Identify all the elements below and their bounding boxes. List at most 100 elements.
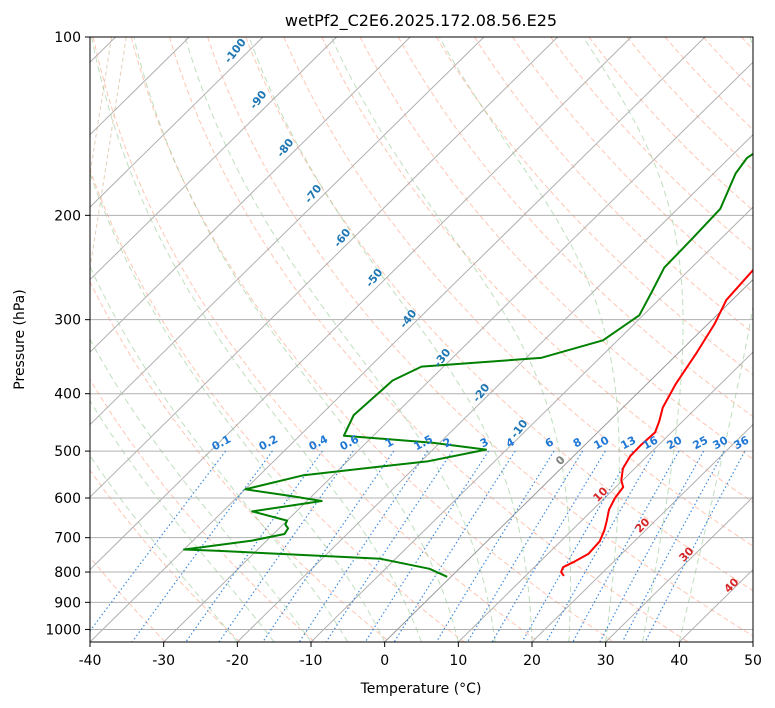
mixing-ratio-line: [572, 450, 680, 642]
y-tick-label: 900: [54, 595, 81, 611]
temperature-line: [560, 268, 753, 577]
dry-adiabat-line: [512, 37, 753, 293]
isotherm-line: [90, 37, 632, 571]
plot-frame: [89, 36, 754, 643]
moist-adiabat-line: [90, 399, 275, 642]
mixing-ratio-line: [131, 450, 273, 642]
mixing-ratio-line: [90, 450, 227, 633]
mixing-ratio-label: 1.5: [412, 433, 435, 454]
moist-adiabat-line: [248, 37, 533, 642]
mixing-ratio-line: [644, 450, 746, 642]
dry-adiabat-line: [168, 37, 689, 642]
isotherm-line: [163, 61, 753, 642]
mixing-ratio-line: [298, 450, 429, 642]
isotherm-line: [752, 641, 753, 642]
y-tick-label: 500: [54, 444, 81, 460]
mixing-ratio-label: 13: [619, 434, 639, 453]
x-tick-label: -40: [79, 653, 102, 669]
mixing-ratio-label: 1: [383, 435, 396, 450]
mixing-ratio-label: 20: [665, 433, 685, 452]
isotherm-line: [310, 206, 753, 642]
profile-lines: [183, 152, 753, 578]
x-axis-ticks: -40 -30 -20 -10 0 10 20 30 40 50: [79, 642, 762, 669]
mixing-ratio-label: 6: [543, 435, 556, 450]
x-tick-label: 50: [744, 653, 762, 669]
mixing-ratio-line: [218, 450, 354, 642]
isotherm-line: [384, 278, 753, 642]
y-tick-label: 300: [54, 313, 81, 329]
dry-adiabat-label: -40: [397, 307, 420, 331]
dry-adiabat-line: [92, 37, 540, 642]
y-axis-label: Pressure (hPa): [12, 289, 28, 389]
dewpoint-line: [183, 152, 753, 578]
x-tick-label: -10: [300, 653, 323, 669]
isotherm-line: [531, 423, 753, 642]
tan-curve-line: [90, 37, 113, 178]
dry-adiabat-line: [245, 37, 753, 592]
moist-adiabat-line: [330, 37, 571, 642]
isotherm-line: [236, 133, 753, 642]
dry-adiabat-line: [207, 37, 753, 637]
mixing-ratio-label: 16: [641, 433, 661, 452]
moist-adiabat-label: 20: [633, 515, 653, 535]
dry-adiabat-line: [90, 378, 316, 642]
mixing-ratio-line: [491, 450, 606, 642]
mixing-ratio-line: [185, 450, 323, 642]
dry-adiabat-line: [90, 469, 241, 642]
isotherm-line: [90, 37, 558, 498]
y-tick-label: 1000: [45, 622, 81, 638]
dry-adiabat-label: -20: [470, 381, 493, 405]
x-tick-label: -20: [226, 653, 249, 669]
moist-adiabat-label: 40: [722, 575, 742, 595]
dry-adiabat-line: [435, 37, 753, 376]
y-tick-label: 400: [54, 387, 81, 403]
moist-adiabat-label: 10: [591, 484, 611, 504]
y-tick-label: 200: [54, 208, 81, 224]
moist-adiabat-line: [184, 37, 496, 642]
moist-adiabat-line: [90, 454, 238, 642]
x-tick-label: 40: [670, 653, 688, 669]
mixing-ratio-line: [599, 450, 705, 642]
dry-adiabat-line: [321, 37, 753, 503]
x-tick-label: 30: [597, 653, 615, 669]
moist-adiabat-line: [90, 265, 349, 642]
isotherm-line: [90, 37, 190, 136]
mixing-ratio-line: [364, 450, 490, 642]
tan-curve-line: [90, 37, 127, 271]
mixing-ratio-label: 25: [691, 434, 711, 453]
mixing-ratio-label: 2: [441, 435, 454, 450]
moist-adiabat-line: [678, 37, 753, 642]
dry-adiabat-line: [359, 37, 753, 460]
y-axis-ticks: 100 200 300 400 500 600 700 800 900 1000: [45, 30, 90, 638]
mixing-ratio-label: 0.6: [338, 432, 362, 453]
isotherm-line: [90, 37, 337, 281]
chart-title: wetPf2_C2E6.2025.172.08.56.E25: [285, 11, 557, 31]
dry-adiabat-line: [626, 37, 753, 171]
mixing-ratio-line: [545, 450, 656, 642]
dry-adiabat-label: -90: [247, 88, 270, 112]
dry-adiabat-line: [397, 37, 753, 418]
mixing-ratio-label: 0.2: [257, 433, 280, 454]
mixing-ratio-label: 30: [711, 433, 731, 452]
moist-adiabat-line: [133, 37, 459, 642]
moist-adiabat-line: [582, 37, 684, 642]
isotherm-line: [90, 37, 264, 208]
zero-isotherm-line: [384, 279, 753, 642]
moist-adiabat-line: [91, 37, 422, 642]
dry-adiabat-line: [741, 37, 753, 51]
moist-adiabat-line: [90, 338, 312, 642]
dry-adiabat-label: -100: [222, 36, 249, 66]
mixing-ratio-line: [325, 450, 453, 642]
y-tick-label: 700: [54, 531, 81, 547]
mixing-ratio-label: 0.1: [210, 433, 233, 454]
dry-adiabat-line: [283, 37, 753, 547]
y-tick-label: 800: [54, 565, 81, 581]
dry-adiabat-line: [550, 37, 753, 252]
y-tick-label: 100: [54, 30, 81, 46]
mixing-ratio-line: [262, 450, 395, 642]
mixing-ratio-label: 10: [592, 433, 612, 452]
dry-adiabat-line: [130, 37, 614, 642]
x-tick-label: 10: [449, 653, 467, 669]
background-lines: [90, 37, 753, 642]
moist-adiabat-line: [438, 37, 620, 642]
